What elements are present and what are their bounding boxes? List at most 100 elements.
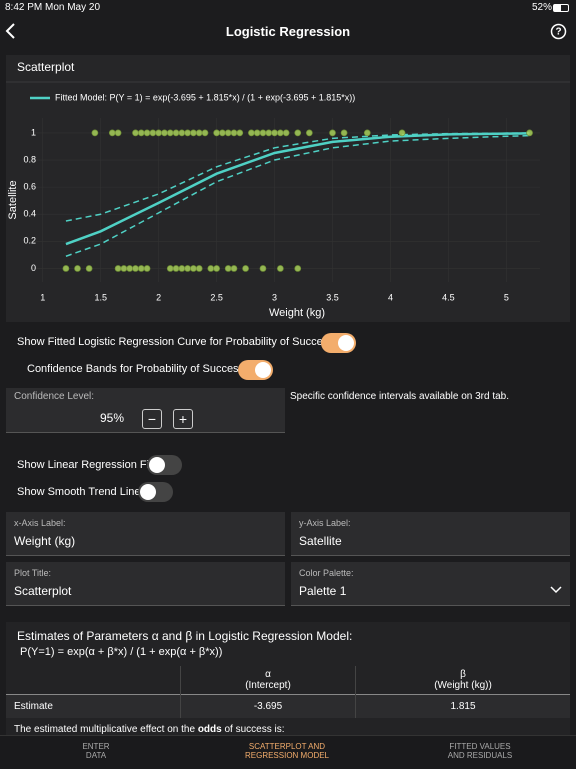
legend-label: Fitted Model: P(Y = 1) = exp(-3.695 + 1.… bbox=[55, 92, 355, 102]
estimates-title: Estimates of Parameters α and β in Logis… bbox=[17, 629, 353, 643]
data-point bbox=[363, 129, 371, 137]
toggle-label: Show Smooth Trend Line bbox=[17, 486, 141, 498]
tab[interactable]: FITTED VALUES AND RESIDUALS bbox=[400, 742, 560, 760]
field-label: Plot Title: bbox=[14, 568, 52, 578]
chevron-down bbox=[550, 586, 562, 594]
x-tick-label: 2.5 bbox=[210, 292, 223, 302]
field-value: Weight (kg) bbox=[14, 534, 76, 548]
tab[interactable]: SCATTERPLOT AND REGRESSION MODEL bbox=[207, 742, 367, 760]
data-point bbox=[398, 129, 406, 137]
dropdown[interactable] bbox=[291, 562, 570, 606]
data-point bbox=[172, 129, 180, 137]
data-point bbox=[271, 129, 278, 137]
tab[interactable]: ENTER DATA bbox=[16, 742, 176, 760]
tab-label: DATA bbox=[85, 751, 107, 760]
chart-title: Scatterplot bbox=[17, 60, 75, 74]
confidence-label: Confidence Level: bbox=[14, 391, 95, 402]
battery: 52% bbox=[532, 2, 553, 13]
data-point bbox=[190, 129, 197, 137]
emphasis: odds bbox=[197, 724, 222, 735]
toggle-label: Show Linear Regression Fit bbox=[17, 459, 153, 471]
x-tick-label: 3 bbox=[272, 292, 277, 302]
cell: -3.695 bbox=[180, 694, 356, 718]
data-point bbox=[340, 129, 348, 137]
data-point bbox=[126, 265, 134, 272]
estimates-formula: P(Y=1) = exp(α + β*x) / (1 + exp(α + β*x… bbox=[20, 646, 223, 658]
data-point bbox=[329, 129, 336, 137]
data-point bbox=[62, 265, 70, 272]
decrement-button[interactable]: − bbox=[142, 409, 162, 429]
cell: Estimate bbox=[6, 694, 181, 718]
x-tick-label: 4 bbox=[388, 292, 393, 302]
x-tick-label: 1 bbox=[40, 292, 45, 302]
data-point bbox=[224, 129, 232, 137]
data-point bbox=[265, 129, 273, 137]
data-point bbox=[277, 265, 284, 272]
row: Estimate -3.695 1.815 bbox=[6, 694, 570, 718]
data-point bbox=[248, 129, 255, 137]
increment-button[interactable]: + bbox=[173, 409, 193, 429]
data-point bbox=[526, 129, 533, 137]
toggle[interactable] bbox=[238, 360, 273, 380]
data-point bbox=[184, 129, 191, 137]
field-label: x-Axis Label: bbox=[14, 518, 66, 528]
x-axis-label: Weight (kg) bbox=[269, 307, 325, 319]
y-tick-label: 0.6 bbox=[23, 181, 36, 191]
data-point bbox=[137, 129, 145, 137]
y-tick-label: 0.4 bbox=[23, 209, 36, 219]
x-tick-label: 4.5 bbox=[442, 292, 455, 302]
data-point bbox=[190, 265, 197, 272]
data-point bbox=[132, 265, 139, 272]
estimates-table: α (Intercept) β (Weight (kg)) Estimate -3.… bbox=[6, 666, 570, 718]
toggle[interactable] bbox=[321, 333, 356, 353]
data-point bbox=[161, 129, 168, 137]
back-button[interactable] bbox=[4, 22, 18, 40]
y-tick-label: 1 bbox=[31, 127, 36, 137]
tab-label: REGRESSION MODEL bbox=[244, 751, 329, 760]
header-text: (Intercept) bbox=[245, 679, 291, 691]
nav-title: Logistic Regression bbox=[225, 24, 351, 39]
data-point bbox=[213, 265, 220, 272]
x-tick-label: 1.5 bbox=[94, 292, 107, 302]
confidence-band bbox=[65, 132, 530, 222]
data-point bbox=[224, 265, 232, 272]
note: Specific confidence intervals available … bbox=[290, 391, 510, 402]
text-field[interactable] bbox=[291, 512, 570, 556]
chart-card bbox=[6, 55, 570, 322]
data-point bbox=[219, 129, 226, 137]
data-point bbox=[195, 265, 203, 272]
y-axis-label: Satellite bbox=[7, 180, 19, 219]
data-point bbox=[230, 129, 238, 137]
x-tick-label: 2 bbox=[156, 292, 161, 302]
data-point bbox=[85, 265, 93, 272]
field-value: Satellite bbox=[299, 534, 342, 548]
data-point bbox=[91, 129, 99, 137]
data-point bbox=[178, 129, 186, 137]
data-point bbox=[305, 129, 313, 137]
tab-label: AND RESIDUALS bbox=[447, 751, 513, 760]
svg-text:?: ? bbox=[555, 27, 561, 38]
toggle-label: Show Fitted Logistic Regression Curve fo… bbox=[17, 336, 334, 348]
text: of success is: bbox=[221, 724, 285, 735]
tab-label: FITTED VALUES bbox=[449, 742, 511, 751]
toggle[interactable] bbox=[138, 482, 173, 502]
data-point bbox=[253, 129, 261, 137]
data-point bbox=[108, 129, 116, 137]
help-button[interactable]: ? bbox=[550, 23, 567, 40]
data-point bbox=[230, 265, 238, 272]
toggle[interactable] bbox=[147, 455, 182, 475]
x-tick-label: 3.5 bbox=[326, 292, 339, 302]
tab-bar: ENTER DATA SCATTERPLOT AND REGRESSION MODE… bbox=[0, 735, 576, 769]
data-point bbox=[207, 265, 215, 272]
data-point bbox=[201, 129, 209, 137]
data-point bbox=[213, 129, 220, 137]
data-point bbox=[143, 129, 151, 137]
status-time: 8:42 PM bbox=[5, 2, 43, 13]
data-point bbox=[277, 129, 284, 137]
data-point bbox=[178, 265, 186, 272]
header-row: α (Intercept) β (Weight (kg)) bbox=[6, 666, 570, 694]
field-value: Scatterplot bbox=[14, 584, 72, 598]
text-field[interactable] bbox=[6, 562, 285, 606]
text-field[interactable] bbox=[6, 512, 285, 556]
data-point bbox=[137, 265, 145, 272]
